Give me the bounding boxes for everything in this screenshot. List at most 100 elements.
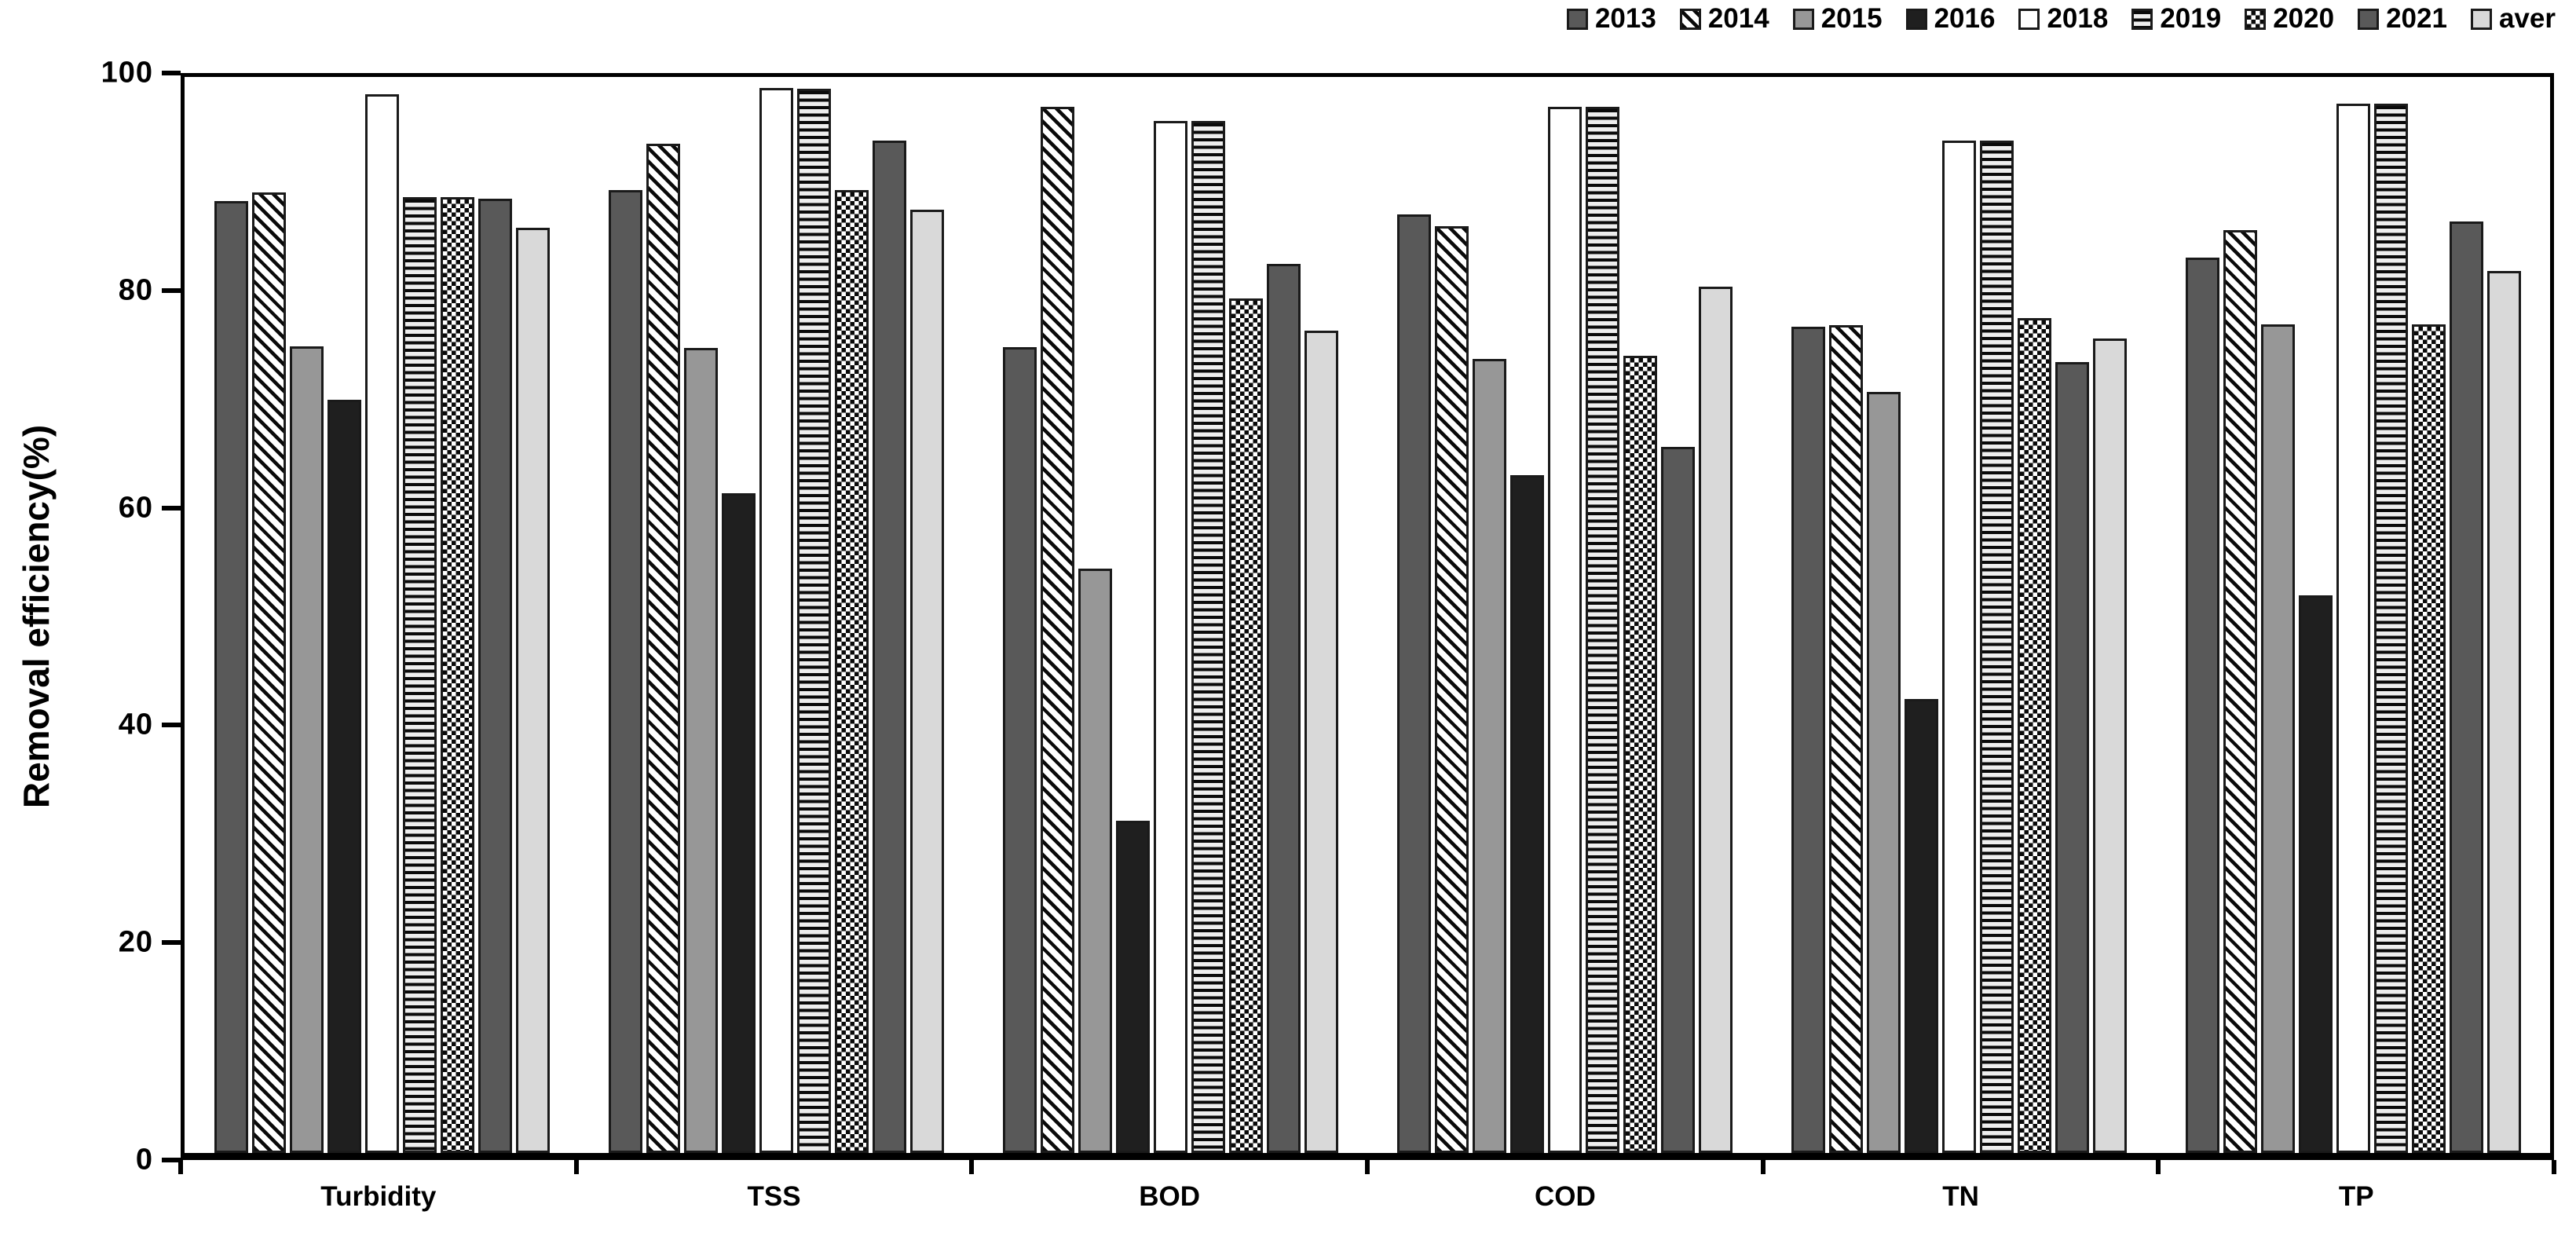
legend-item-2016: 2016 — [1905, 3, 1996, 35]
bar-aver-cod — [1698, 287, 1733, 1153]
legend-label-2020: 2020 — [2273, 3, 2335, 34]
y-tick-mark-0 — [162, 1158, 181, 1162]
category-labels: Turbidity TSS BOD COD TN TP — [181, 1181, 2554, 1213]
legend-item-2014: 2014 — [1679, 3, 1769, 35]
y-tick-label-40: 40 — [118, 708, 153, 741]
legend-label-2013: 2013 — [1594, 3, 1656, 34]
bar-group-tp — [2156, 77, 2550, 1153]
bar-aver-tp — [2486, 270, 2521, 1153]
bar-2021-turbidity — [478, 198, 512, 1153]
bar-2015-tp — [2260, 324, 2295, 1153]
bar-2020-cod — [1623, 355, 1657, 1153]
legend-label-2019: 2019 — [2160, 3, 2222, 34]
bar-2014-bod — [1040, 107, 1074, 1153]
bar-aver-turbidity — [515, 227, 550, 1153]
legend-label-2016: 2016 — [1934, 3, 1996, 34]
bar-2020-tss — [834, 189, 869, 1153]
bar-2019-cod — [1585, 107, 1619, 1153]
legend-swatch-2016-icon — [1905, 8, 1927, 30]
category-label-turbidity: Turbidity — [320, 1181, 437, 1212]
bar-group-turbidity — [185, 77, 579, 1153]
bar-2013-tn — [1791, 326, 1825, 1153]
legend-item-aver: aver — [2470, 3, 2556, 35]
y-tick-label-0: 0 — [135, 1143, 153, 1177]
y-tick-label-60: 60 — [118, 491, 153, 525]
bar-2013-cod — [1396, 214, 1431, 1153]
bar-2021-tp — [2449, 221, 2483, 1153]
chart-legend: 2013 2014 2015 2016 2018 2019 2020 2021 aver — [1566, 3, 2556, 35]
y-tick-mark-60 — [162, 505, 181, 511]
x-tick-mark-0 — [178, 1160, 183, 1174]
category-label-tp: TP — [2338, 1181, 2374, 1212]
x-axis-tick-marks — [178, 1160, 2556, 1176]
bar-2018-turbidity — [364, 93, 399, 1153]
bar-2015-tss — [683, 348, 718, 1153]
bar-2014-cod — [1434, 226, 1469, 1153]
bar-2016-tss — [721, 493, 756, 1153]
category-label-tn: TN — [1942, 1181, 1979, 1212]
bar-2019-tss — [796, 89, 831, 1153]
x-tick-mark-4 — [1760, 1160, 1766, 1174]
category-label-cod: COD — [1534, 1181, 1596, 1212]
bar-2019-bod — [1191, 121, 1225, 1153]
bar-2014-tn — [1828, 325, 1863, 1153]
bar-2018-tp — [2336, 104, 2370, 1153]
bar-2018-tss — [759, 87, 793, 1153]
plot-area — [181, 73, 2554, 1160]
bar-aver-tss — [909, 209, 944, 1153]
legend-item-2019: 2019 — [2131, 3, 2221, 35]
bar-aver-tn — [2092, 338, 2127, 1153]
y-tick-label-20: 20 — [118, 925, 153, 959]
legend-swatch-aver-icon — [2470, 8, 2492, 30]
legend-item-2018: 2018 — [2018, 3, 2108, 35]
legend-swatch-2021-icon — [2358, 8, 2380, 30]
bar-2020-tn — [2017, 317, 2051, 1153]
x-tick-mark-3 — [1365, 1160, 1370, 1174]
bar-2014-turbidity — [251, 192, 286, 1153]
y-tick-mark-100 — [162, 71, 181, 75]
legend-item-2021: 2021 — [2358, 3, 2447, 35]
legend-item-2020: 2020 — [2245, 3, 2334, 35]
bar-2013-bod — [1002, 346, 1037, 1153]
bar-2015-tn — [1866, 392, 1901, 1153]
legend-swatch-2015-icon — [1792, 8, 1814, 30]
y-axis-tick-marks — [162, 71, 181, 1162]
legend-item-2013: 2013 — [1566, 3, 1656, 35]
legend-swatch-2014-icon — [1679, 8, 1701, 30]
legend-label-2015: 2015 — [1820, 3, 1883, 34]
y-tick-mark-40 — [162, 723, 181, 728]
bar-2016-turbidity — [327, 400, 361, 1153]
x-tick-mark-2 — [969, 1160, 975, 1174]
y-axis-tick-labels: 0 20 40 60 80 100 — [0, 57, 161, 1177]
bar-group-cod — [1367, 77, 1762, 1153]
legend-swatch-2020-icon — [2245, 8, 2267, 30]
bar-group-bod — [973, 77, 1367, 1153]
x-tick-mark-1 — [573, 1160, 579, 1174]
legend-swatch-2013-icon — [1566, 8, 1588, 30]
y-tick-mark-20 — [162, 940, 181, 946]
bar-2015-turbidity — [289, 346, 324, 1153]
bar-2013-tp — [2185, 258, 2219, 1153]
bar-2020-tp — [2411, 324, 2446, 1153]
legend-label-2018: 2018 — [2047, 3, 2109, 34]
bar-2021-tss — [872, 140, 906, 1153]
bar-2021-bod — [1266, 264, 1301, 1153]
bar-2016-tp — [2298, 595, 2333, 1153]
bar-2015-cod — [1472, 358, 1506, 1153]
bar-2018-tn — [1941, 140, 1976, 1153]
bar-group-tn — [1762, 77, 2156, 1153]
bar-2019-turbidity — [402, 197, 437, 1153]
bar-2021-tn — [2055, 362, 2089, 1153]
x-tick-mark-6 — [2552, 1160, 2556, 1174]
y-tick-label-100: 100 — [101, 56, 153, 90]
bar-2020-turbidity — [440, 197, 474, 1153]
bar-2021-cod — [1660, 447, 1695, 1153]
y-tick-mark-80 — [162, 287, 181, 293]
legend-swatch-2019-icon — [2131, 8, 2153, 30]
legend-label-2021: 2021 — [2386, 3, 2447, 34]
legend-item-2015: 2015 — [1792, 3, 1883, 35]
bar-2018-bod — [1153, 121, 1187, 1153]
bar-2016-tn — [1904, 698, 1938, 1153]
legend-label-2014: 2014 — [1707, 3, 1769, 34]
